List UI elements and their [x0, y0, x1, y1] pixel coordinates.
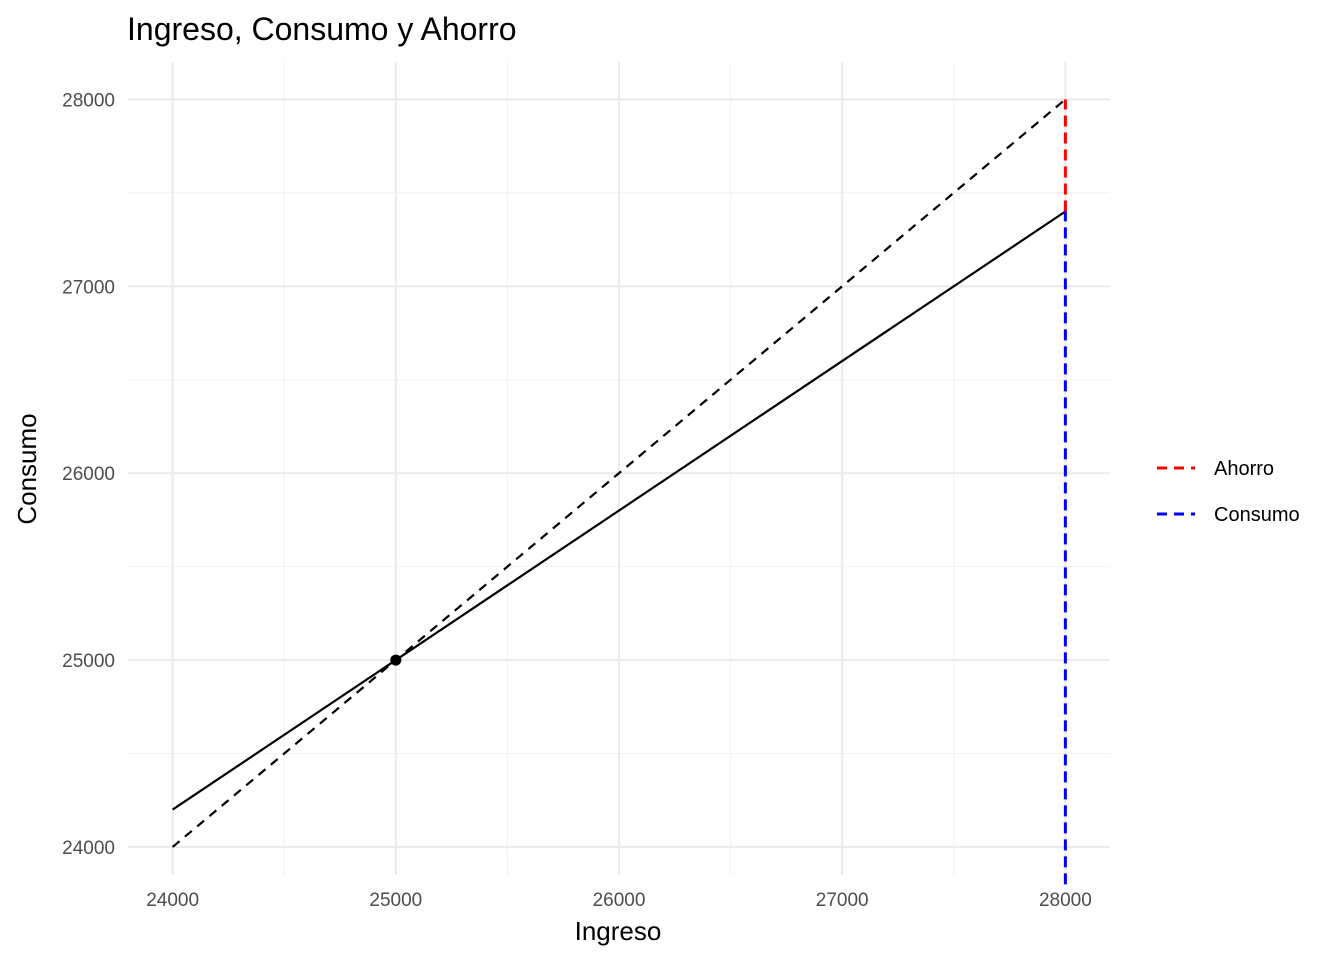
x-tick-label: 27000 [816, 890, 869, 911]
y-tick-label: 24000 [62, 838, 115, 859]
x-tick-label: 28000 [1039, 890, 1092, 911]
line-45-degrees-line [171, 98, 1067, 848]
legend-label-ahorro: Ahorro [1214, 458, 1274, 480]
x-tick-label: 25000 [369, 890, 422, 911]
y-axis-title: Consumo [12, 413, 42, 524]
y-tick-label: 27000 [62, 277, 115, 298]
y-tick-label: 28000 [62, 90, 115, 111]
legend: Ahorro Consumo [1157, 458, 1300, 526]
legend-label-consumo: Consumo [1214, 504, 1300, 526]
consumption-function-line [172, 210, 1066, 811]
axes: 24000 25000 26000 27000 28000 24000 25000 26000… [62, 90, 1092, 911]
x-axis-title: Ingreso [575, 916, 662, 946]
intersection-point [390, 654, 402, 666]
plot-series [171, 98, 1067, 885]
y-tick-label: 26000 [62, 464, 115, 485]
x-tick-label: 26000 [593, 890, 646, 911]
y-tick-label: 25000 [62, 651, 115, 672]
chart-title: Ingreso, Consumo y Ahorro [127, 11, 517, 47]
x-tick-label: 24000 [146, 890, 199, 911]
